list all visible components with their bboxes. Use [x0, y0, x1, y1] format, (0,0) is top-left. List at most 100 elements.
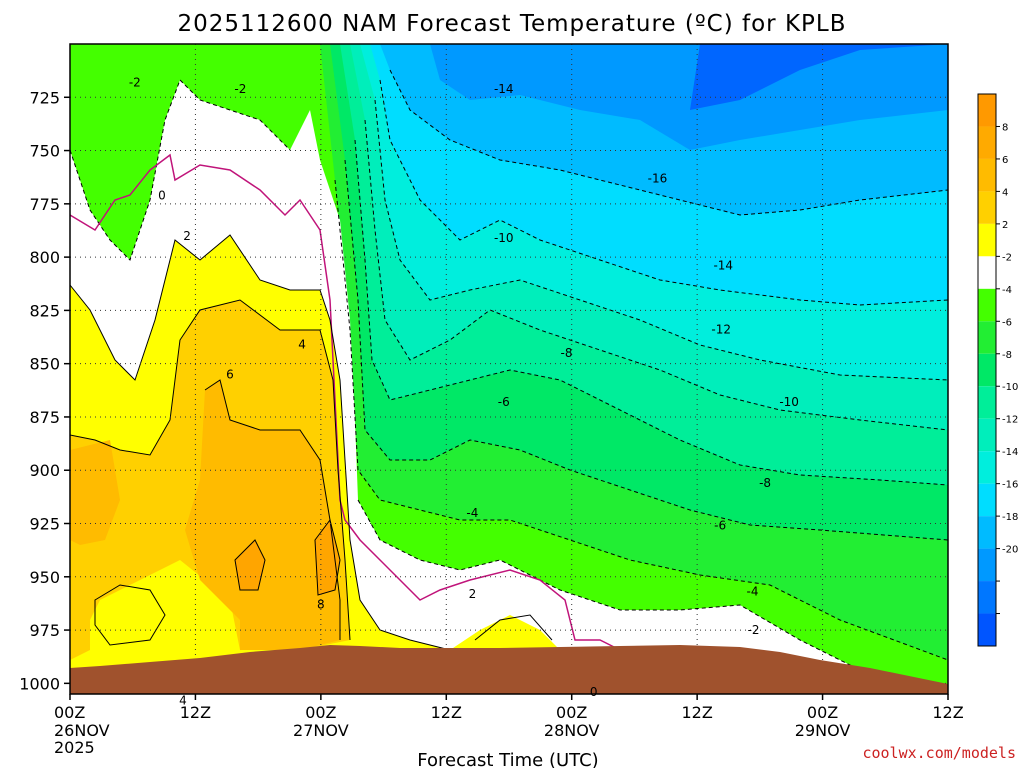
colorbar-swatch — [978, 451, 996, 484]
contour-label: -6 — [498, 395, 510, 409]
colorbar-swatch — [978, 613, 996, 646]
colorbar-label: 4 — [1002, 187, 1008, 198]
colorbar-swatch — [978, 516, 996, 549]
colorbar-swatch — [978, 321, 996, 354]
negative-contours — [70, 69, 948, 694]
x-date-label: 29NOV — [795, 721, 851, 740]
contour-plus-8a — [234, 539, 266, 591]
contour-minus-4 — [334, 179, 948, 661]
y-tick-label: 825 — [29, 301, 60, 320]
contour-label: -8 — [759, 476, 771, 490]
x-date-label: 26NOV — [54, 721, 110, 740]
colorbar-label: -4 — [1002, 285, 1012, 296]
contour-plus-4-loop — [94, 584, 166, 646]
colorbar-label: 6 — [1002, 155, 1008, 166]
y-tick-label: 775 — [29, 195, 60, 214]
contour-label: 2 — [183, 229, 191, 243]
colorbar-label: -2 — [1002, 252, 1012, 263]
contour-label: -16 — [648, 171, 668, 185]
x-tick-label: 00Z — [807, 703, 838, 722]
contour-plus-2 — [70, 234, 451, 651]
contour-minus-8 — [354, 139, 948, 486]
y-tick-label: 800 — [29, 248, 60, 267]
y-tick-label: 725 — [29, 88, 60, 107]
contour-label: -12 — [711, 323, 731, 337]
contour-label: 2 — [469, 587, 477, 601]
colorbar-label: -12 — [1002, 415, 1018, 426]
contour-minus-2b — [357, 499, 932, 694]
x-tick-label: 12Z — [681, 703, 712, 722]
colorbar-swatch — [978, 191, 996, 224]
contour-label: 0 — [158, 188, 166, 202]
colorbar-swatch — [978, 581, 996, 614]
contour-label: -4 — [466, 506, 478, 520]
contour-plus-4 — [70, 299, 351, 641]
band-plus-6 — [70, 380, 340, 650]
y-tick-label: 875 — [29, 408, 60, 427]
contour-label: -2 — [129, 75, 141, 89]
x-tick-label: 12Z — [932, 703, 963, 722]
positive-contours — [70, 234, 553, 651]
colorbar-swatch — [978, 126, 996, 159]
contour-label: -4 — [747, 585, 759, 599]
colorbar: 8 6 4 2 -2 -4 -6 -8 -10 -12 -14 -16 -18 -20 — [977, 93, 1018, 647]
y-tick-label: 925 — [29, 515, 60, 534]
contour-label: 4 — [179, 693, 187, 707]
colorbar-label: -6 — [1002, 317, 1012, 328]
colorbar-label: -8 — [1002, 350, 1012, 361]
colorbar-swatch — [978, 223, 996, 257]
colorbar-label: 2 — [1002, 220, 1008, 231]
colorbar-swatch — [978, 418, 996, 452]
colorbar-swatch — [978, 158, 996, 192]
contour-plus-8b — [314, 518, 341, 596]
x-tick-label: 00Z — [54, 703, 85, 722]
colorbar-frame — [977, 93, 997, 647]
colorbar-label: -20 — [1002, 545, 1018, 556]
y-tick-label: 975 — [29, 621, 60, 640]
contour-label: -10 — [779, 395, 799, 409]
contour-minus-6 — [344, 159, 948, 541]
contour-label: -14 — [713, 259, 733, 273]
contour-minus-2 — [70, 79, 291, 261]
contour-label: 0 — [590, 685, 598, 699]
chart-title: 2025112600 NAM Forecast Temperature (ºC)… — [177, 11, 846, 37]
contour-zero — [70, 153, 621, 651]
x-tick-label: 12Z — [431, 703, 462, 722]
x-year-label: 2025 — [54, 738, 95, 757]
contour-labels: -2 -2 -14 0 -16 2 -10 -14 4 -12 -8 6 -6 -10 -8 -4 -6 2 -4 8… — [129, 75, 799, 707]
y-tick-label: 750 — [29, 142, 60, 161]
x-tick-label: 00Z — [556, 703, 587, 722]
contour-label: 6 — [226, 367, 234, 381]
credit-text: coolwx.com/models — [862, 744, 1016, 762]
colorbar-label: -10 — [1002, 382, 1018, 393]
colorbar-swatch — [978, 548, 996, 582]
contour-label: -2 — [748, 623, 760, 637]
x-date-label: 27NOV — [293, 721, 349, 740]
contour-label: -8 — [561, 346, 573, 360]
contour-label: -2 — [234, 82, 246, 96]
colorbar-swatch — [978, 483, 996, 517]
colorbar-swatch — [978, 288, 996, 322]
x-tick-label: 00Z — [305, 703, 336, 722]
grid — [70, 44, 948, 694]
colorbar-label: -14 — [1002, 447, 1018, 458]
colorbar-label: 8 — [1002, 122, 1008, 133]
x-axis-label: Forecast Time (UTC) — [417, 750, 598, 768]
x-tick-label: 12Z — [180, 703, 211, 722]
y-tick-label: 900 — [29, 461, 60, 480]
y-tick-label: 1000 — [19, 674, 60, 693]
contour-label: -10 — [494, 231, 514, 245]
plot-area — [70, 44, 948, 694]
terrain — [70, 645, 948, 694]
y-tick-label: 950 — [29, 568, 60, 587]
x-date-label: 28NOV — [544, 721, 600, 740]
colorbar-label: -16 — [1002, 480, 1018, 491]
contour-label: -14 — [494, 82, 514, 96]
y-axis: 725 750 775 800 825 850 875 900 925 950 975 1000 — [19, 88, 70, 693]
contour-plus-2-lobe — [474, 614, 553, 641]
contour-minus-16 — [389, 69, 948, 216]
plot-frame — [69, 43, 949, 695]
contour-label: 8 — [317, 597, 325, 611]
contour-label: -6 — [714, 519, 726, 533]
